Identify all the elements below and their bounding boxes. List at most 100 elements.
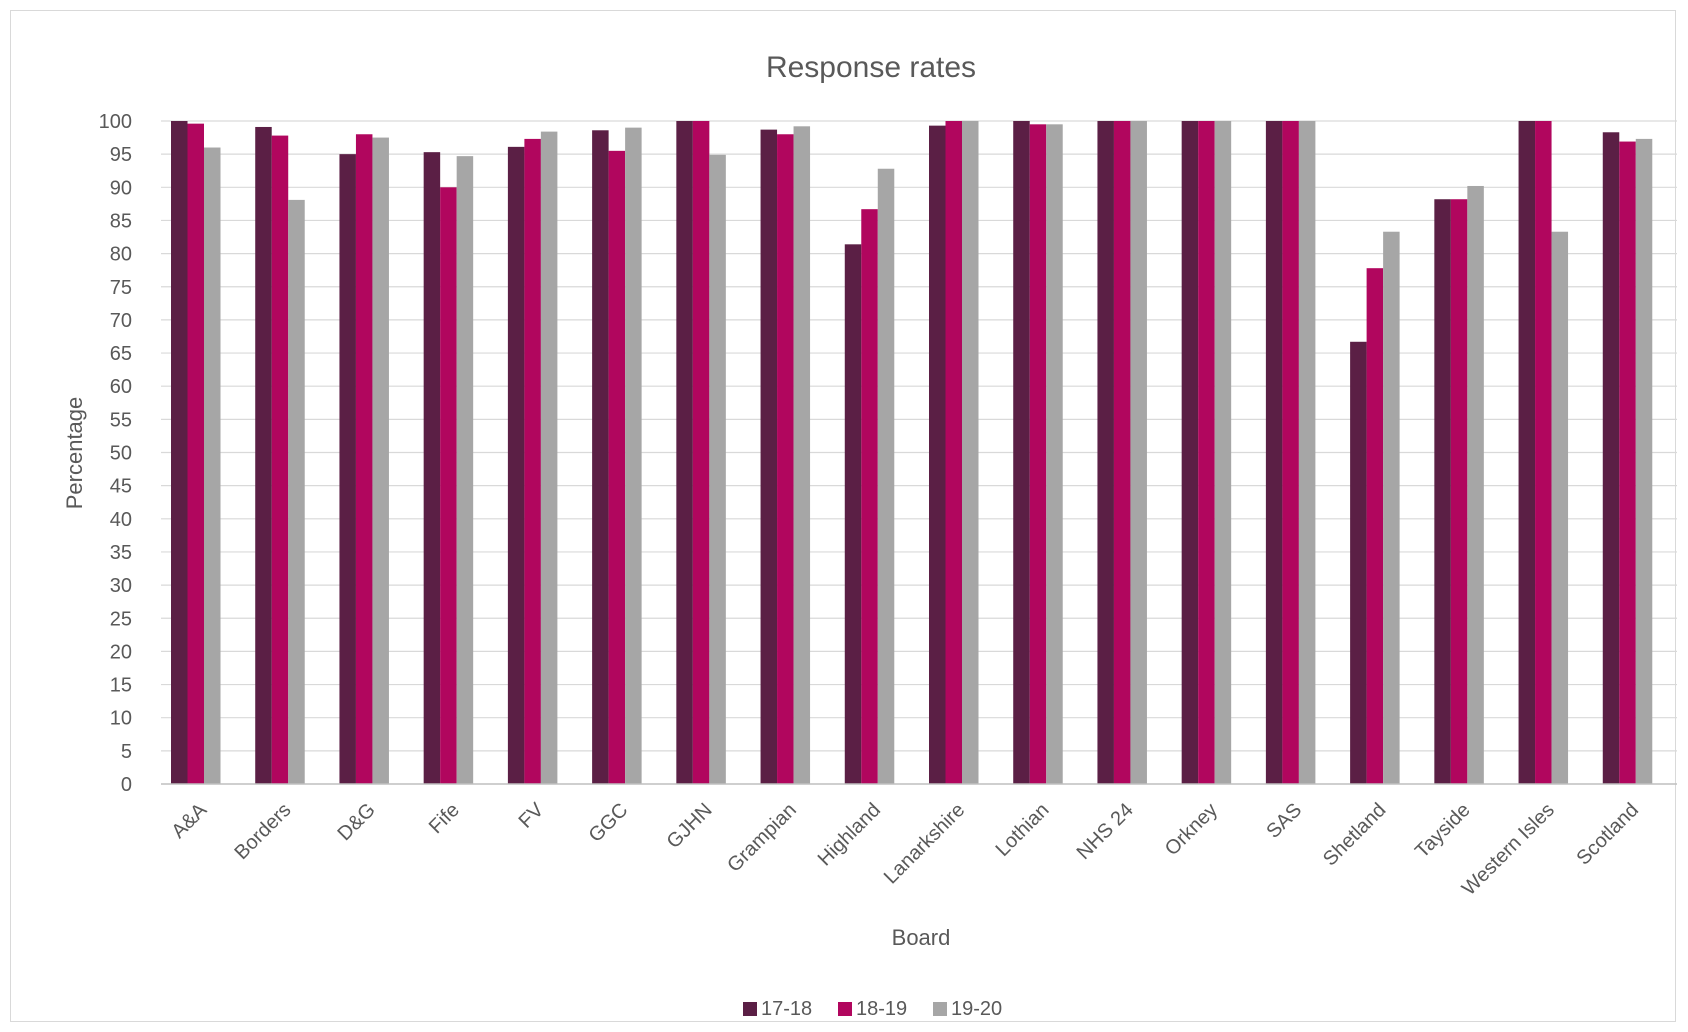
- bar: 19-20 SAS: 100: [1298, 121, 1316, 784]
- bar: 19-20 Grampian: 99.2: [793, 126, 811, 784]
- legend-label: 18-19: [856, 998, 907, 1020]
- bar: 19-20 Scotland: 97.3: [1635, 138, 1653, 784]
- x-tick-label: NHS 24: [1073, 799, 1138, 864]
- bar: 17-18 Lothian: 100: [1013, 121, 1030, 784]
- bar: 17-18 FV: 96.1: [507, 146, 525, 784]
- bar: 19-20 Lanarkshire: 100: [962, 121, 979, 784]
- bar: 17-18 GJHN: 100: [676, 121, 693, 784]
- y-tick-label: 45: [110, 476, 132, 498]
- y-axis-title: Percentage: [62, 397, 87, 510]
- legend-swatch: [933, 1002, 947, 1016]
- bar: 18-19 SAS: 100: [1282, 121, 1299, 784]
- x-tick-label: SAS: [1262, 799, 1306, 843]
- y-tick-label: 0: [121, 774, 132, 796]
- bar: 17-18 Shetland: 66.7: [1350, 341, 1367, 784]
- y-tick-label: 70: [110, 310, 132, 332]
- y-tick-label: 50: [110, 443, 132, 465]
- bar: 18-19 D&G: 98: [355, 134, 373, 784]
- bar: 18-19 GGC: 95.5: [608, 150, 626, 784]
- bar: 17-18 Scotland: 98.3: [1602, 132, 1620, 784]
- bar: 17-18 NHS 24: 100: [1097, 121, 1114, 784]
- bar: 19-20 GGC: 99: [625, 127, 642, 784]
- legend-swatch: [838, 1002, 852, 1016]
- bar: 19-20 Western Isles: 83.3: [1551, 231, 1569, 784]
- x-tick-label: Highland: [814, 799, 885, 870]
- y-tick-label: 30: [110, 575, 132, 597]
- y-tick-label: 15: [110, 675, 132, 697]
- x-tick-label: GGC: [585, 799, 633, 847]
- bar: 19-20 Shetland: 83.3: [1383, 231, 1400, 784]
- x-tick-label: D&G: [334, 799, 380, 845]
- x-tick-label: Tayside: [1411, 799, 1475, 863]
- bar: 17-18 Western Isles: 100: [1518, 121, 1536, 784]
- bar: 17-18 SAS: 100: [1265, 121, 1283, 784]
- y-tick-label: 20: [110, 641, 132, 663]
- y-tick-label: 100: [99, 111, 132, 133]
- bar: 19-20 Highland: 92.8: [877, 168, 895, 785]
- y-tick-label: 75: [110, 277, 132, 299]
- bar: 19-20 Borders: 88.1: [288, 199, 305, 785]
- y-tick-label: 25: [110, 608, 132, 630]
- bar: 19-20 A&A: 96: [204, 147, 221, 784]
- y-tick-label: 55: [110, 409, 132, 431]
- bar: 18-19 Lanarkshire: 100: [945, 121, 962, 784]
- bar: 17-18 Borders: 99.1: [255, 126, 272, 785]
- y-tick-label: 95: [110, 144, 132, 166]
- gridlines: [161, 120, 1677, 752]
- x-tick-label: Borders: [230, 799, 295, 864]
- bar: 17-18 A&A: 100: [171, 121, 188, 784]
- bar: 18-19 Orkney: 100: [1198, 121, 1215, 784]
- y-tick-label: 35: [110, 542, 132, 564]
- chart-frame: Response rates 0 5 10 15 20 25 30 35 40 45 50 55 60 6…: [10, 10, 1677, 1022]
- bar: 17-18 D&G: 95: [339, 154, 356, 784]
- legend-label: 19-20: [951, 998, 1002, 1020]
- bar: 17-18 Tayside: 88.2: [1434, 199, 1451, 784]
- bar: 18-19 GJHN: 100: [692, 121, 710, 784]
- bar: 19-20 Lothian: 99.5: [1046, 124, 1063, 784]
- bar: 18-19 Western Isles: 100: [1535, 121, 1552, 784]
- bar: 18-19 Highland: 86.7: [861, 209, 878, 784]
- x-tick-label: FV: [515, 799, 549, 833]
- bar: 19-20 Orkney: 100: [1214, 121, 1232, 784]
- x-tick-label: Grampian: [723, 799, 801, 877]
- bar: 19-20 Fife: 94.7: [456, 156, 474, 784]
- x-tick-label: Orkney: [1161, 799, 1222, 860]
- x-tick-label: Scotland: [1572, 799, 1643, 870]
- legend-label: 17-18: [761, 998, 812, 1020]
- bar: 18-19 Tayside: 88.2: [1450, 199, 1468, 784]
- bars: 17-18 A&A: 10018-19 A&A: 99.619-20 A&A: …: [171, 121, 1653, 785]
- y-tick-label: 40: [110, 509, 132, 531]
- bar: 18-19 FV: 97.3: [524, 138, 541, 784]
- bar: 18-19 Borders: 97.8: [271, 135, 289, 784]
- legend-item: 17-18: [743, 998, 812, 1020]
- x-tick-label: Lothian: [992, 799, 1054, 861]
- bar-chart: Response rates 0 5 10 15 20 25 30 35 40 45 50 55 60 6…: [62, 51, 1677, 1020]
- bar: 19-20 Tayside: 90.2: [1467, 185, 1484, 784]
- bar: 18-19 Fife: 90: [440, 187, 457, 785]
- bar: 17-18 Lanarkshire: 99.3: [929, 125, 946, 785]
- legend-item: 18-19: [838, 998, 907, 1020]
- legend-swatch: [743, 1002, 757, 1016]
- bar: 19-20 D&G: 97.5: [372, 137, 389, 784]
- y-axis-ticks: 0 5 10 15 20 25 30 35 40 45 50 55 60 65 70 75 80 85 90 95 10…: [99, 111, 132, 796]
- legend: 17-18 18-19 19-20: [743, 998, 1002, 1020]
- bar: 17-18 Orkney: 100: [1181, 121, 1199, 784]
- x-tick-label: Lanarkshire: [880, 799, 969, 888]
- legend-item: 19-20: [933, 998, 1002, 1020]
- bar: 18-19 Lothian: 99.5: [1029, 124, 1047, 784]
- bar: 17-18 Highland: 81.4: [844, 244, 862, 784]
- chart-title: Response rates: [766, 51, 976, 84]
- bar: 18-19 Scotland: 96.9: [1619, 141, 1636, 785]
- y-tick-label: 65: [110, 343, 132, 365]
- x-tick-label: GJHN: [663, 799, 717, 853]
- bar: 18-19 Shetland: 77.8: [1366, 268, 1384, 784]
- bar: 18-19 Grampian: 98: [777, 134, 794, 784]
- y-tick-label: 85: [110, 210, 132, 232]
- x-tick-label: A&A: [167, 799, 211, 843]
- bar: 17-18 GGC: 98.6: [592, 130, 609, 785]
- y-tick-label: 5: [121, 741, 132, 763]
- y-tick-label: 10: [110, 708, 132, 730]
- bar: 18-19 NHS 24: 100: [1113, 121, 1131, 784]
- bar: 19-20 NHS 24: 100: [1130, 121, 1147, 784]
- bar: 18-19 A&A: 99.6: [187, 123, 204, 785]
